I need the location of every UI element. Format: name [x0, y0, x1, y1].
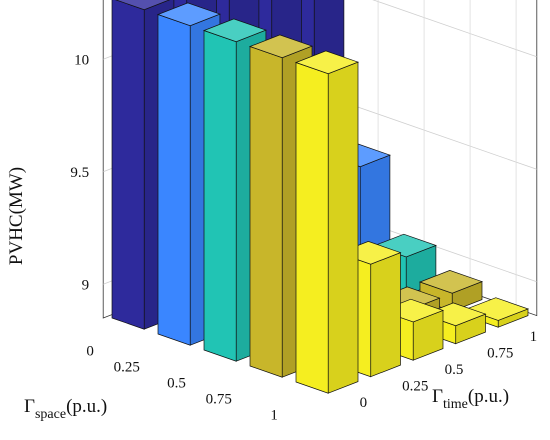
bar-right-face: [327, 61, 359, 394]
bar-front-face: [157, 14, 191, 346]
x-tick-label: 0.5: [167, 375, 186, 391]
y-tick-label: 0.75: [487, 346, 513, 362]
bar-top-face: [248, 34, 314, 59]
bar-front-face: [203, 30, 237, 362]
z-tick-label: 10: [74, 52, 89, 68]
y-tick-label: 0: [360, 395, 368, 411]
z-tick-label: 9: [82, 277, 90, 293]
bar-front-face: [111, 0, 145, 330]
bar-top-face: [418, 270, 484, 294]
y-axis-label-symbol: Γ: [432, 386, 443, 407]
bar-top-face: [115, 0, 170, 11]
bar-top-face: [156, 2, 221, 27]
axis-labels: PVHC(MW) Γspace(p.u.) Γtime(p.u.): [6, 167, 509, 422]
y-axis-label-sub: time: [443, 397, 468, 412]
bar-top-face: [202, 18, 267, 43]
y-tick-label: 0.5: [445, 362, 464, 378]
bar-top-face: [422, 302, 487, 327]
y-axis-label-unit: (p.u.): [468, 386, 509, 407]
bar-front-face: [295, 62, 329, 394]
x-tick-label: 1: [270, 407, 278, 423]
y-tick-label: 0.25: [402, 379, 428, 395]
x-tick-label: 0.25: [114, 359, 140, 375]
y-tick-label: 1: [530, 329, 538, 345]
x-axis-label-unit: (p.u.): [66, 396, 107, 417]
z-axis-label: PVHC(MW): [6, 167, 27, 265]
bar-top-face: [294, 50, 360, 75]
y-axis-label: Γtime(p.u.): [432, 386, 509, 412]
bar: [294, 50, 360, 394]
bar-top-face: [464, 297, 530, 321]
bar-right-face: [370, 252, 401, 378]
x-axis-label: Γspace(p.u.): [24, 396, 107, 422]
x-tick-label: 0: [86, 343, 94, 359]
x-axis-label-symbol: Γ: [24, 396, 35, 417]
x-tick-label: 0.75: [206, 391, 232, 407]
bar-front-face: [249, 46, 283, 378]
z-tick-label: 9.5: [70, 165, 89, 181]
chart-bars: [111, 0, 530, 394]
x-axis-label-sub: space: [35, 407, 66, 422]
